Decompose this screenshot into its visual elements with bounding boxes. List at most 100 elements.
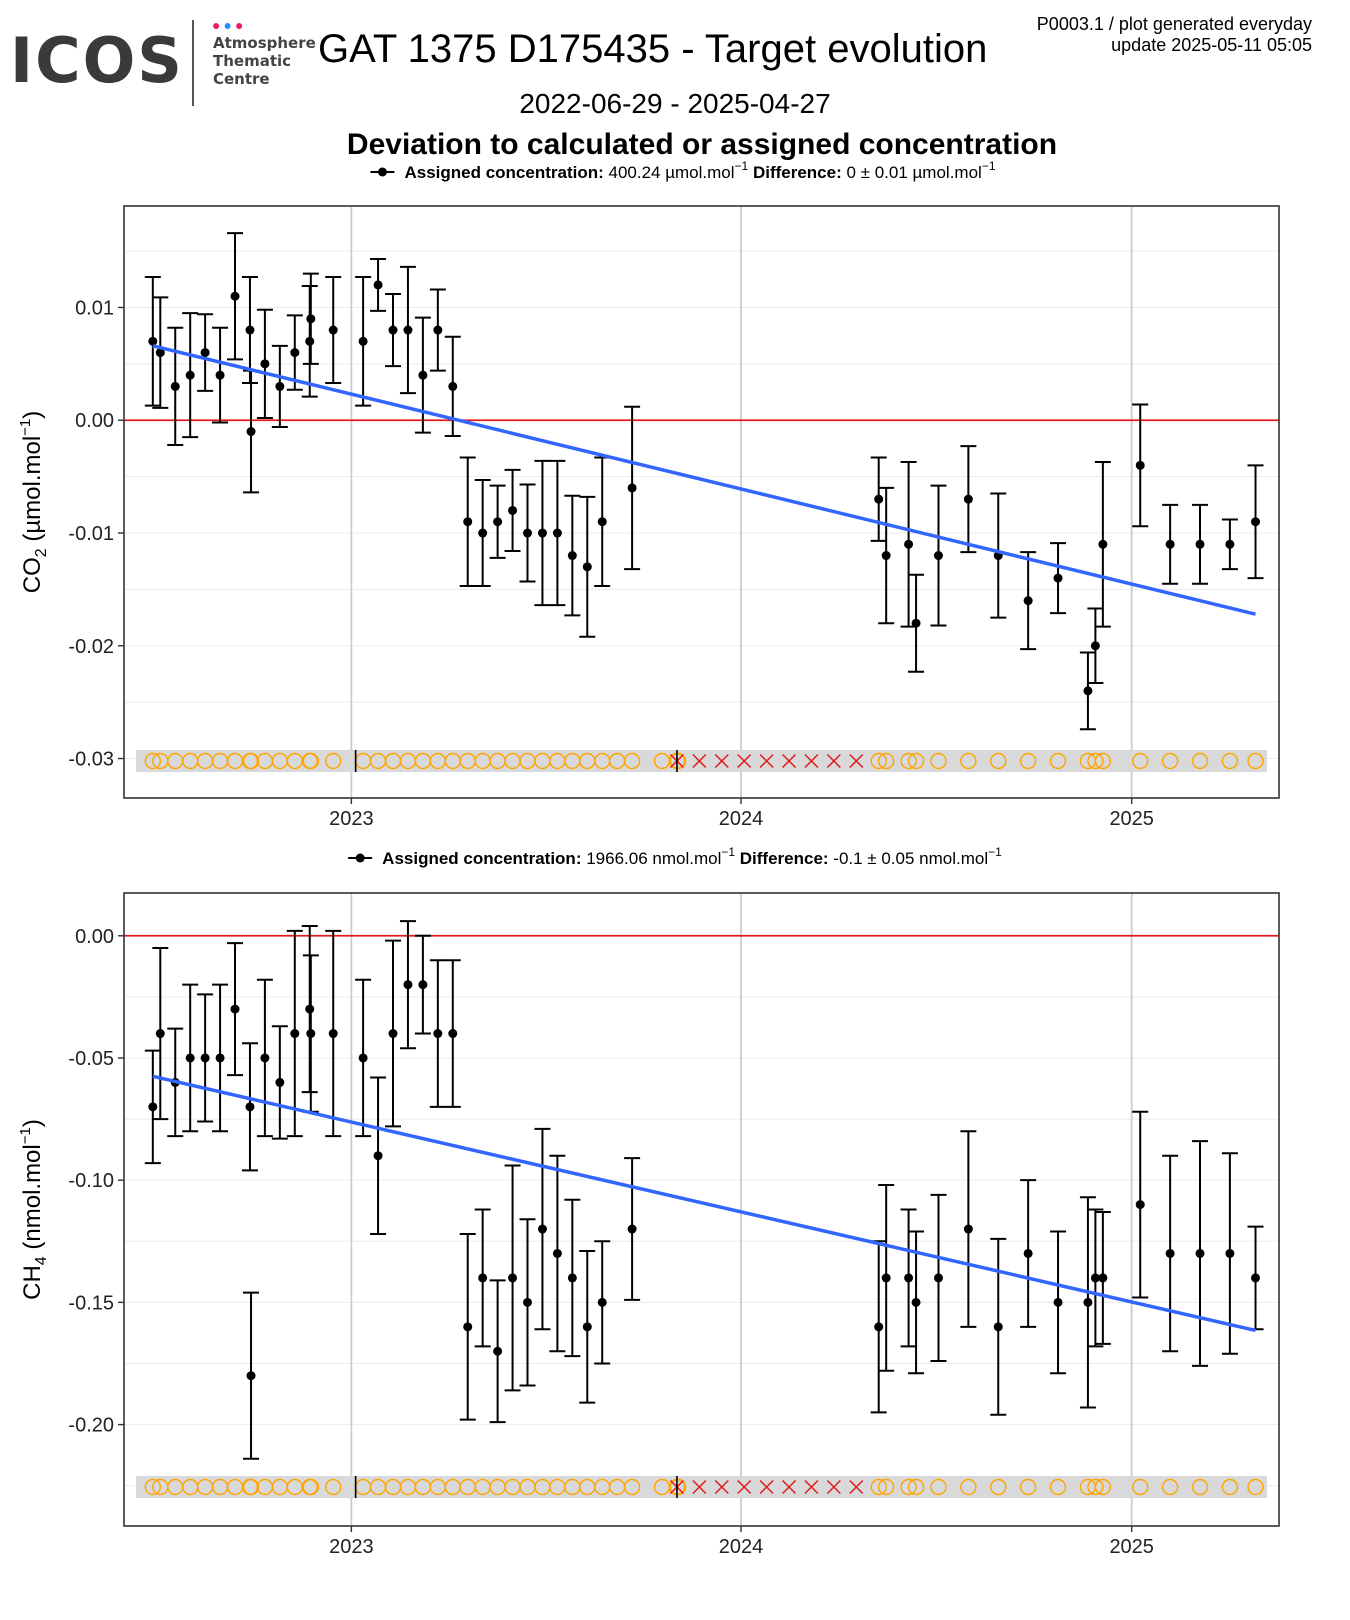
data-point: [403, 980, 413, 990]
y-tick-label: -0.05: [68, 1048, 114, 1070]
data-point: [260, 359, 270, 369]
flag-circle: [1221, 1478, 1239, 1496]
y-tick-label: -0.03: [68, 749, 114, 771]
data-point: [418, 370, 428, 380]
y-tick-label: 0.00: [75, 926, 114, 948]
data-point: [552, 528, 562, 538]
flag-circle: [1132, 752, 1149, 770]
flag-cross: [692, 1479, 707, 1495]
data-point: [1023, 1248, 1033, 1258]
flag-circle: [907, 752, 925, 770]
data-point: [1251, 1273, 1261, 1283]
ch4-panel: 0.00 -0.05 -0.10 -0.15 -0.20 2023 2024 2025 CH4 …: [17, 845, 1280, 1558]
data-point: [403, 325, 413, 335]
data-point: [260, 1053, 270, 1063]
flag-cross: [804, 753, 819, 769]
data-point: [290, 348, 300, 358]
data-point: [1098, 1273, 1108, 1283]
data-point: [1098, 539, 1108, 549]
data-point: [523, 1297, 533, 1307]
flag-circle: [302, 1478, 320, 1496]
data-point: [230, 291, 240, 301]
x-tick-label: 2025: [1109, 808, 1154, 830]
flag-cross: [759, 1479, 774, 1495]
legend-key-point: [355, 853, 365, 863]
data-point: [245, 325, 255, 335]
data-point: [448, 1029, 458, 1039]
data-point: [627, 483, 637, 493]
flag-circle: [877, 752, 895, 770]
flag-cross: [714, 1479, 729, 1495]
flag-circle: [1087, 752, 1104, 770]
data-point: [933, 551, 943, 561]
chart-legend: Assigned concentration: 1966.06 nmol.mol…: [348, 845, 1002, 868]
data-point: [1083, 1297, 1093, 1307]
logo-sub-line: Centre: [213, 70, 270, 88]
flag-circle: [1019, 1478, 1037, 1496]
flag-circle: [1161, 752, 1179, 770]
y-tick-label: -0.15: [68, 1292, 114, 1314]
data-point: [597, 517, 607, 527]
data-point: [185, 370, 195, 380]
logo-sub-line: Atmosphere: [213, 34, 316, 52]
flag-circle: [325, 1478, 342, 1496]
data-point: [305, 336, 315, 346]
flag-circle: [960, 1478, 977, 1496]
data-point: [904, 539, 914, 549]
flag-circle: [1094, 1478, 1112, 1496]
data-point: [388, 325, 398, 335]
data-point: [567, 1273, 577, 1283]
flag-circle: [325, 752, 342, 770]
flag-cross: [692, 753, 707, 769]
flag-circle: [877, 1478, 895, 1496]
icos-logo: ICOS ● ● ● Atmosphere Thematic Centre: [10, 17, 320, 106]
data-point: [306, 1029, 316, 1039]
legend-text: Assigned concentration: 400.24 µmol.mol−…: [404, 159, 995, 182]
data-point: [200, 348, 210, 358]
flag-circle: [623, 1478, 641, 1496]
data-point: [148, 1102, 158, 1112]
data-point: [155, 1029, 165, 1039]
logo-dots-icon: ● ● ●: [212, 17, 244, 33]
data-point: [215, 1053, 225, 1063]
flag-cross: [759, 753, 774, 769]
flag-circle: [669, 1478, 687, 1496]
flag-circle: [990, 1478, 1007, 1496]
data-point: [245, 1102, 255, 1112]
flag-circle: [1191, 1478, 1209, 1496]
flag-circle: [1094, 752, 1112, 770]
data-point: [963, 1224, 973, 1234]
flag-circle: [1132, 1478, 1149, 1496]
data-point: [478, 528, 488, 538]
data-point: [328, 325, 338, 335]
data-point: [170, 381, 180, 391]
data-point: [523, 528, 533, 538]
data-point: [508, 505, 518, 515]
data-point: [881, 551, 891, 561]
flag-cross: [826, 753, 841, 769]
flag-cross: [782, 1479, 797, 1495]
data-point: [463, 517, 473, 527]
flag-circle: [990, 752, 1007, 770]
flag-circle: [1019, 752, 1037, 770]
flag-cross: [804, 1479, 819, 1495]
data-point: [1165, 1248, 1175, 1258]
co2-panel: 0.01 0.00 -0.01 -0.02 -0.03 2023 2024 2025 CO2 (…: [17, 159, 1280, 830]
y-tick-label: 0.00: [75, 410, 114, 432]
data-point: [627, 1224, 637, 1234]
data-point: [275, 1077, 285, 1087]
flag-circle: [1221, 752, 1239, 770]
x-tick-label: 2023: [329, 808, 374, 830]
flag-cross: [737, 753, 752, 769]
data-point: [993, 1322, 1003, 1332]
generation-info: P0003.1 / plot generated everyday update…: [1037, 14, 1312, 56]
data-point: [373, 280, 383, 290]
data-point: [1165, 539, 1175, 549]
data-point: [200, 1053, 210, 1063]
data-point: [1251, 517, 1261, 527]
y-axis-title: CH4 (nmol.mol−1): [17, 1119, 50, 1300]
flag-circle: [960, 752, 977, 770]
data-point: [290, 1029, 300, 1039]
flag-circle: [1049, 752, 1067, 770]
flag-cross: [737, 1479, 752, 1495]
